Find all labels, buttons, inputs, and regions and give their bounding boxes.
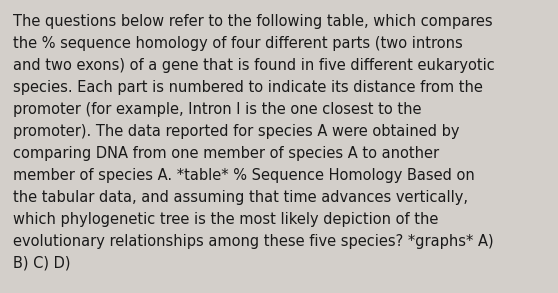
- Text: the % sequence homology of four different parts (two introns: the % sequence homology of four differen…: [13, 36, 463, 51]
- Text: which phylogenetic tree is the most likely depiction of the: which phylogenetic tree is the most like…: [13, 212, 439, 227]
- Text: B) C) D): B) C) D): [13, 256, 70, 271]
- Text: promoter (for example, Intron I is the one closest to the: promoter (for example, Intron I is the o…: [13, 102, 421, 117]
- Text: and two exons) of a gene that is found in five different eukaryotic: and two exons) of a gene that is found i…: [13, 58, 495, 73]
- Text: The questions below refer to the following table, which compares: The questions below refer to the followi…: [13, 14, 493, 29]
- Text: evolutionary relationships among these five species? *graphs* A): evolutionary relationships among these f…: [13, 234, 494, 249]
- Text: member of species A. *table* % Sequence Homology Based on: member of species A. *table* % Sequence …: [13, 168, 475, 183]
- Text: promoter). The data reported for species A were obtained by: promoter). The data reported for species…: [13, 124, 459, 139]
- Text: comparing DNA from one member of species A to another: comparing DNA from one member of species…: [13, 146, 439, 161]
- Text: species. Each part is numbered to indicate its distance from the: species. Each part is numbered to indica…: [13, 80, 483, 95]
- Text: the tabular data, and assuming that time advances vertically,: the tabular data, and assuming that time…: [13, 190, 468, 205]
